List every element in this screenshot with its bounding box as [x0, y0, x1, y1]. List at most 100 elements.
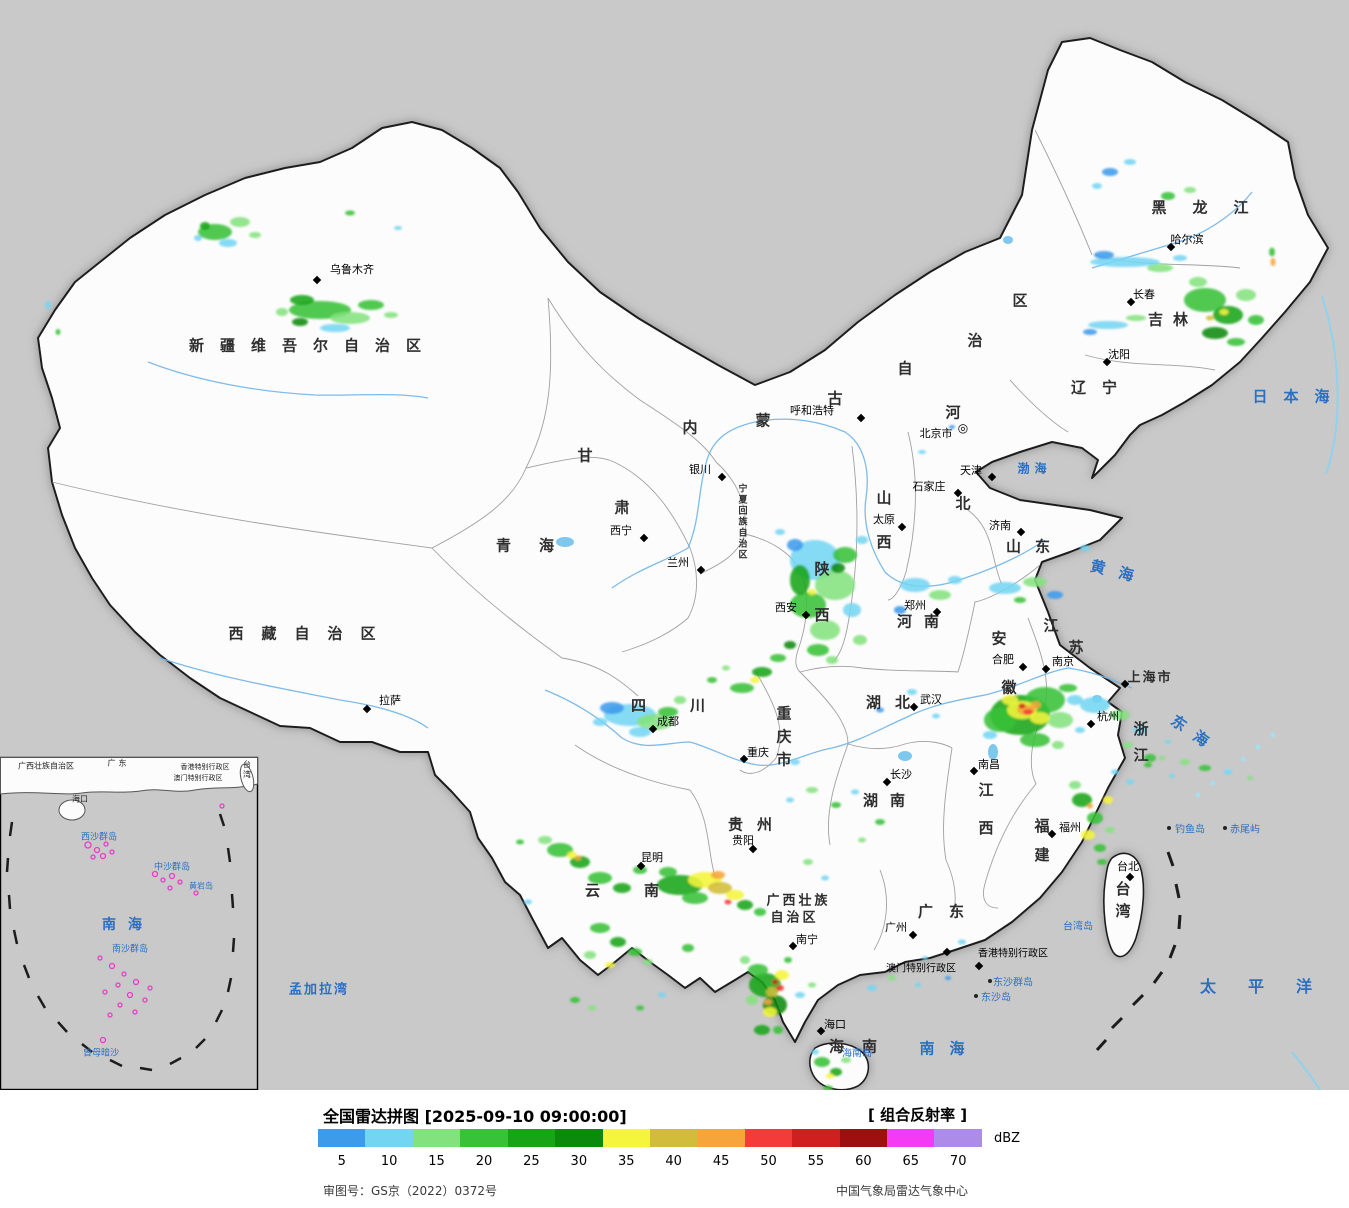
radar-echo — [1189, 277, 1207, 287]
legend-color-segment — [460, 1129, 508, 1147]
radar-echo — [593, 718, 607, 726]
radar-echo — [55, 329, 61, 335]
radar-echo — [989, 582, 1021, 594]
archipelago-symbol — [90, 854, 96, 860]
nine-dash-segment — [57, 1021, 68, 1033]
radar-echo — [570, 856, 590, 868]
radar-echo — [1020, 733, 1050, 747]
legend-value: 60 — [855, 1154, 872, 1169]
radar-echo — [230, 217, 250, 227]
nine-dash-segment — [5, 857, 10, 873]
radar-echo — [784, 641, 796, 649]
radar-echo — [750, 677, 760, 683]
radar-echo — [1236, 289, 1256, 301]
radar-echo — [1105, 827, 1115, 833]
nine-dash-segment — [1166, 851, 1175, 867]
legend-value: 55 — [807, 1154, 825, 1169]
nine-dash-segment — [1177, 914, 1182, 930]
radar-echo — [1087, 803, 1093, 809]
legend-unit: dBZ — [994, 1131, 1021, 1146]
radar-echo — [784, 957, 792, 963]
legend-color-segment — [744, 1129, 793, 1147]
inset-taiwan — [239, 763, 255, 793]
radar-echo — [1018, 703, 1026, 709]
radar-echo — [345, 210, 355, 216]
archipelago-symbol — [167, 885, 173, 891]
radar-echo — [636, 1005, 644, 1011]
radar-echo — [806, 787, 818, 793]
legend-color-segment — [412, 1129, 461, 1147]
legend-color-segment — [318, 1129, 366, 1147]
nine-dash-segment — [231, 937, 236, 953]
radar-echo — [815, 570, 855, 600]
radar-echo — [1184, 187, 1196, 193]
radar-echo — [766, 987, 778, 997]
radar-echo — [1169, 774, 1175, 778]
radar-echo — [907, 689, 917, 695]
radar-echo — [1184, 288, 1226, 312]
radar-echo — [1124, 159, 1136, 165]
data-source: 中国气象局雷达气象中心 — [836, 1184, 969, 1198]
radar-echo — [737, 900, 753, 910]
radar-echo — [637, 714, 673, 730]
radar-echo — [740, 956, 750, 964]
radar-echo — [1002, 695, 1018, 705]
radar-echo — [330, 312, 370, 324]
archipelago-symbol — [93, 846, 101, 854]
radar-echo — [790, 565, 810, 595]
radar-echo — [1219, 309, 1229, 315]
radar-echo — [764, 999, 772, 1005]
radar-echo — [1248, 315, 1264, 325]
radar-echo — [658, 707, 678, 717]
radar-echo — [752, 667, 772, 677]
radar-echo — [856, 536, 868, 544]
radar-echo — [45, 301, 51, 309]
radar-echo — [772, 979, 778, 985]
inset-nine-dash-line — [5, 813, 236, 1072]
nine-dash-segment — [109, 1058, 123, 1068]
radar-echo — [754, 908, 766, 916]
archipelago-symbol — [117, 1002, 123, 1008]
radar-echo — [600, 702, 624, 714]
radar-echo — [567, 851, 577, 859]
radar-echo — [1165, 740, 1171, 744]
radar-echo — [851, 789, 859, 795]
radar-echo-layer — [26, 159, 1276, 1090]
legend-color-segment — [602, 1129, 650, 1147]
legend-color-segment — [365, 1129, 413, 1147]
radar-echo — [1072, 793, 1092, 807]
legend-color-segment — [507, 1129, 556, 1147]
radar-echo — [219, 239, 237, 247]
radar-echo — [1144, 762, 1152, 768]
radar-echo — [876, 707, 884, 713]
nine-dash-segment — [226, 847, 232, 863]
radar-echo — [610, 937, 626, 947]
archipelago-symbol — [121, 971, 127, 977]
radar-echo — [807, 644, 829, 656]
radar-echo — [1094, 844, 1106, 852]
radar-echo — [787, 539, 803, 551]
nine-dash-segment — [81, 1043, 93, 1053]
radar-echo — [588, 872, 612, 884]
radar-echo — [795, 992, 805, 998]
radar-echo — [775, 970, 789, 980]
radar-echo — [814, 1057, 830, 1067]
archipelago-symbol — [126, 991, 134, 999]
radar-echo — [808, 589, 816, 595]
radar-echo — [1133, 726, 1147, 734]
radar-echo — [918, 450, 926, 454]
south-china-sea-inset — [0, 756, 259, 1090]
radar-echo — [1180, 759, 1190, 765]
radar-echo — [841, 1057, 851, 1063]
nine-dash-segment — [230, 893, 235, 909]
radar-echo — [1126, 779, 1134, 785]
legend-panel: 全国雷达拼图 [2025-09-10 09:00:00] [ 组合反射率 ] d… — [0, 1090, 1349, 1208]
radar-echo — [958, 939, 966, 945]
legend-value: 5 — [337, 1154, 346, 1169]
radar-echo — [894, 606, 906, 614]
archipelago-symbol — [219, 803, 225, 809]
radar-echo — [1094, 251, 1114, 259]
radar-echo — [821, 875, 829, 881]
nine-dash-segment — [214, 1009, 224, 1023]
radar-echo — [194, 235, 202, 241]
